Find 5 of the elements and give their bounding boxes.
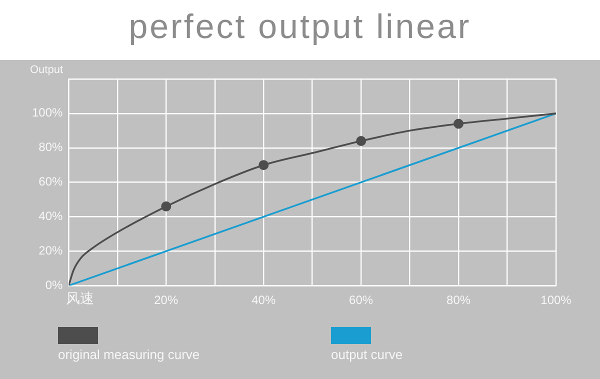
- point: [356, 136, 366, 146]
- point: [454, 118, 464, 129]
- chart-title: perfect output linear: [128, 8, 472, 47]
- point: [161, 201, 172, 212]
- point: [258, 160, 269, 170]
